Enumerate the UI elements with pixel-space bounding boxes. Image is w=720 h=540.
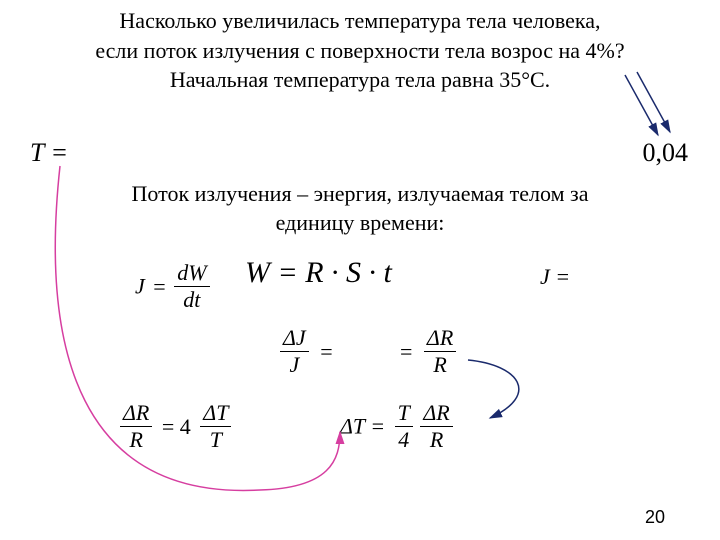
problem-line-3: Начальная температура тела равна 35°С. — [0, 65, 720, 95]
definition-line-1: Поток излучения – энергия, излучаемая те… — [0, 180, 720, 209]
eq-j-num: dW — [174, 260, 209, 286]
problem-line-2: если поток излучения с поверхности тела … — [0, 36, 720, 66]
eq-dr4-left-num: ΔR — [120, 400, 152, 426]
eq-delta-t: ΔT = T 4 ΔR R — [340, 400, 453, 453]
eq-dt-f2-num: ΔR — [420, 400, 452, 426]
eq-dt-f1-den: 4 — [395, 426, 413, 453]
problem-line-1: Насколько увеличилась температура тела ч… — [0, 6, 720, 36]
eq-dr4-right-den: T — [200, 426, 231, 453]
equation-row-3: ΔR R = 4 ΔT T ΔT = T 4 ΔR R — [0, 400, 720, 470]
eq-dt-f2-den: R — [420, 426, 452, 453]
eq-dj-over-j: ΔJ J = — [280, 325, 333, 378]
eq-dr-over-r: = ΔR R — [400, 325, 456, 378]
eq-dr4-right-num: ΔT — [200, 400, 231, 426]
page-number: 20 — [645, 507, 665, 528]
definition-text: Поток излучения – энергия, излучаемая те… — [0, 180, 720, 237]
eq-j-den: dt — [174, 286, 209, 313]
value-004: 0,04 — [643, 138, 689, 168]
eq-dj-num: ΔJ — [280, 325, 309, 351]
eq-j-dwdt: J = dW dt — [135, 260, 210, 313]
eq-j-equals: = — [150, 274, 168, 299]
eq-dr4-left-den: R — [120, 426, 152, 453]
eq-dj-eq: = — [314, 339, 332, 364]
definition-line-2: единицу времени: — [0, 209, 720, 238]
eq-j-left: J — [135, 274, 145, 299]
eq-j-equals-2: J = — [540, 264, 570, 290]
eq-dt-left: ΔT = — [340, 414, 385, 439]
eq-dt-f1-num: T — [395, 400, 413, 426]
t-equals: T = — [30, 138, 68, 168]
problem-statement: Насколько увеличилась температура тела ч… — [0, 0, 720, 95]
equation-row-2: ΔJ J = = ΔR R — [0, 325, 720, 385]
eq-w-rst: W = R · S · t — [245, 256, 392, 290]
eq-dr-eq: = — [400, 339, 418, 364]
eq-dr-4-dt: ΔR R = 4 ΔT T — [120, 400, 231, 453]
eq-dr-den: R — [424, 351, 456, 378]
equation-row-1: J = dW dt W = R · S · t J = — [0, 250, 720, 310]
eq-dj-den: J — [280, 351, 309, 378]
eq-dr4-mid: = 4 — [158, 414, 195, 439]
eq-dr-num: ΔR — [424, 325, 456, 351]
